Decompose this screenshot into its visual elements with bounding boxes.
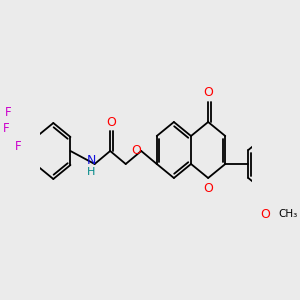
- Text: O: O: [203, 86, 213, 100]
- Text: O: O: [106, 116, 116, 128]
- Text: O: O: [260, 208, 270, 220]
- Text: H: H: [87, 167, 95, 177]
- Text: F: F: [4, 106, 11, 119]
- Text: CH₃: CH₃: [278, 209, 297, 219]
- Text: N: N: [86, 154, 96, 166]
- Text: O: O: [131, 143, 141, 157]
- Text: F: F: [14, 140, 21, 154]
- Text: O: O: [203, 182, 213, 196]
- Text: F: F: [3, 122, 10, 136]
